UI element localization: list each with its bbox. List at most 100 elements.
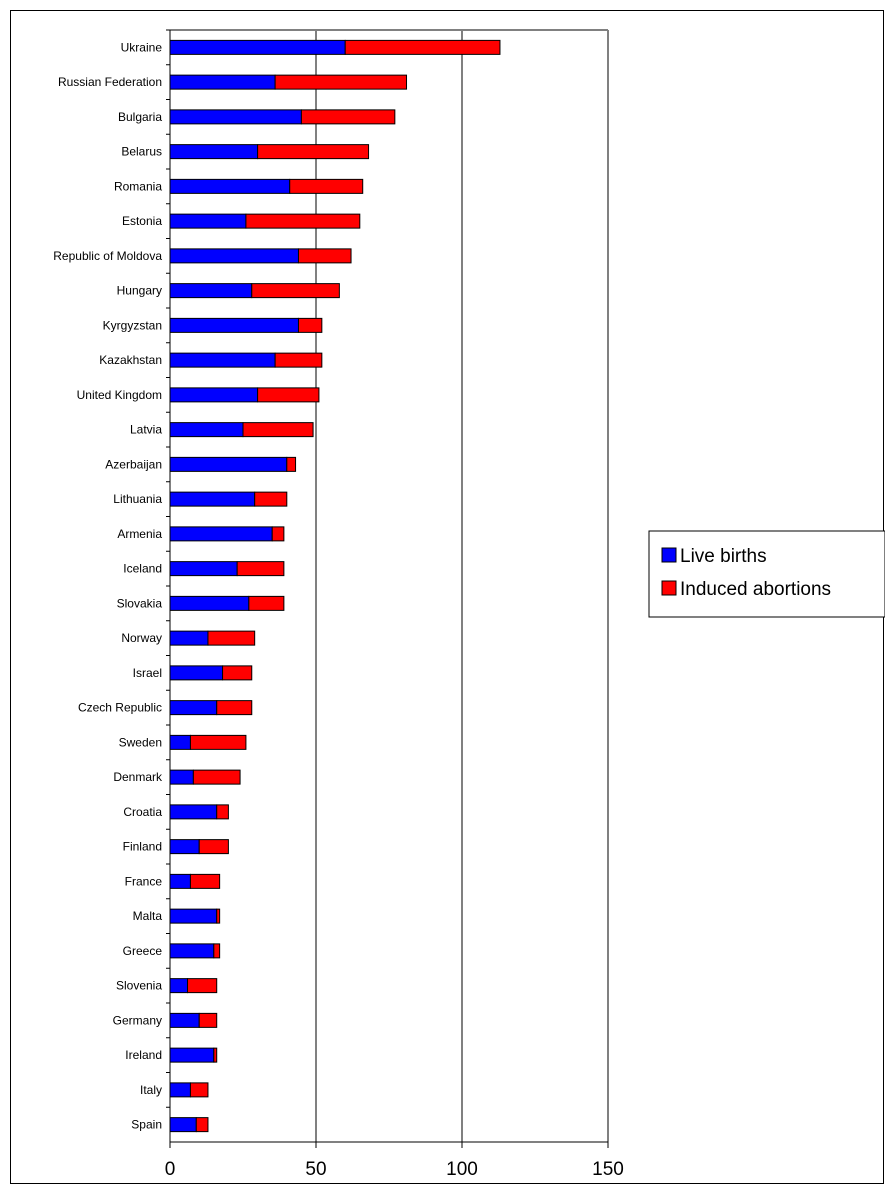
category-labels: Ukraine Russian Federation Bulgaria Belarus… <box>53 29 170 1132</box>
bar-italy-induced-abortions <box>189 1082 209 1098</box>
bar-germany-live-births <box>169 1012 200 1028</box>
bar-slovenia-induced-abortions <box>187 978 218 994</box>
bar-belarus-induced-abortions <box>257 144 370 160</box>
bar-united-kingdom-induced-abortions <box>257 387 320 403</box>
x-tick-label-150: 150 <box>592 1159 624 1180</box>
bar-ukraine-induced-abortions <box>344 39 501 55</box>
bar-sweden-induced-abortions <box>189 734 247 750</box>
bar-kazakhstan-induced-abortions <box>274 352 323 368</box>
bar-norway-induced-abortions <box>207 630 256 646</box>
bar-croatia-live-births <box>169 804 218 820</box>
bar-italy-live-births <box>169 1082 191 1098</box>
bar-latvia-induced-abortions <box>242 422 314 438</box>
category-label-estonia: Estonia <box>122 214 162 228</box>
bar-bulgaria-induced-abortions <box>300 109 396 125</box>
x-tick-label-0: 0 <box>165 1159 176 1180</box>
bar-finland-induced-abortions <box>198 839 229 855</box>
bar-kazakhstan-live-births <box>169 352 276 368</box>
category-label-belarus: Belarus <box>121 145 162 159</box>
bar-germany-induced-abortions <box>198 1012 218 1028</box>
bar-kyrgyzstan-induced-abortions <box>297 317 323 333</box>
bar-russian-federation-induced-abortions <box>274 74 408 90</box>
category-label-norway: Norway <box>121 631 162 645</box>
category-label-azerbaijan: Azerbaijan <box>105 457 162 471</box>
bar-ukraine-live-births <box>169 39 346 55</box>
bar-bulgaria-live-births <box>169 109 302 125</box>
category-label-israel: Israel <box>133 666 162 680</box>
bar-slovenia-live-births <box>169 978 189 994</box>
bar-republic-of-moldova-live-births <box>169 248 299 264</box>
bar-ireland-induced-abortions <box>213 1047 218 1063</box>
bar-hungary-induced-abortions <box>251 283 340 299</box>
bar-iceland-live-births <box>169 561 238 577</box>
bar-croatia-induced-abortions <box>216 804 229 820</box>
legend: Live births Induced abortions <box>648 530 885 618</box>
category-label-greece: Greece <box>123 944 163 958</box>
bar-malta-live-births <box>169 908 218 924</box>
bar-hungary-live-births <box>169 283 253 299</box>
legend-label-induced-abortions: Induced abortions <box>680 579 831 600</box>
plot-area <box>169 29 609 1143</box>
bar-romania-induced-abortions <box>289 178 364 194</box>
bar-estonia-live-births <box>169 213 247 229</box>
bar-greece-live-births <box>169 943 215 959</box>
bar-spain-induced-abortions <box>195 1117 209 1133</box>
bar-estonia-induced-abortions <box>245 213 361 229</box>
bar-azerbaijan-induced-abortions <box>286 456 297 472</box>
category-label-russian-federation: Russian Federation <box>58 75 162 89</box>
bar-france-live-births <box>169 873 191 889</box>
category-label-italy: Italy <box>140 1083 162 1097</box>
legend-label-live-births: Live births <box>680 546 767 567</box>
bar-denmark-induced-abortions <box>192 769 241 785</box>
category-label-france: France <box>125 874 163 888</box>
bar-armenia-induced-abortions <box>271 526 285 542</box>
x-tick-label-50: 50 <box>305 1159 326 1180</box>
bar-lithuania-live-births <box>169 491 256 507</box>
category-label-slovakia: Slovakia <box>117 596 163 610</box>
bars <box>169 39 501 1133</box>
legend-box <box>648 530 885 618</box>
category-label-ireland: Ireland <box>125 1048 162 1062</box>
category-label-lithuania: Lithuania <box>113 492 162 506</box>
category-label-romania: Romania <box>114 179 162 193</box>
category-label-kyrgyzstan: Kyrgyzstan <box>103 318 162 332</box>
category-label-finland: Finland <box>123 840 162 854</box>
category-label-united-kingdom: United Kingdom <box>77 388 162 402</box>
bar-latvia-live-births <box>169 422 244 438</box>
category-label-ukraine: Ukraine <box>121 40 163 54</box>
bar-kyrgyzstan-live-births <box>169 317 299 333</box>
bar-france-induced-abortions <box>189 873 221 889</box>
bar-ireland-live-births <box>169 1047 215 1063</box>
bar-iceland-induced-abortions <box>236 561 285 577</box>
bar-norway-live-births <box>169 630 209 646</box>
bar-republic-of-moldova-induced-abortions <box>297 248 352 264</box>
bar-azerbaijan-live-births <box>169 456 288 472</box>
bar-finland-live-births <box>169 839 200 855</box>
bar-denmark-live-births <box>169 769 194 785</box>
bar-malta-induced-abortions <box>216 908 221 924</box>
category-label-bulgaria: Bulgaria <box>118 110 162 124</box>
bar-sweden-live-births <box>169 734 191 750</box>
category-label-germany: Germany <box>113 1013 162 1027</box>
category-label-slovenia: Slovenia <box>116 979 162 993</box>
bar-russian-federation-live-births <box>169 74 276 90</box>
x-tick-label-100: 100 <box>446 1159 478 1180</box>
bar-belarus-live-births <box>169 144 259 160</box>
legend-swatch-induced-abortions <box>661 580 677 596</box>
bar-greece-induced-abortions <box>213 943 221 959</box>
bar-united-kingdom-live-births <box>169 387 259 403</box>
category-label-latvia: Latvia <box>130 423 162 437</box>
category-label-iceland: Iceland <box>123 562 162 576</box>
bar-slovakia-live-births <box>169 595 250 611</box>
category-label-croatia: Croatia <box>123 805 162 819</box>
category-label-hungary: Hungary <box>117 284 162 298</box>
bar-spain-live-births <box>169 1117 197 1133</box>
category-label-armenia: Armenia <box>117 527 162 541</box>
bar-armenia-live-births <box>169 526 273 542</box>
bar-romania-live-births <box>169 178 291 194</box>
category-label-malta: Malta <box>133 909 163 923</box>
category-label-denmark: Denmark <box>113 770 163 784</box>
category-label-republic-of-moldova: Republic of Moldova <box>53 249 162 263</box>
bar-slovakia-induced-abortions <box>248 595 285 611</box>
